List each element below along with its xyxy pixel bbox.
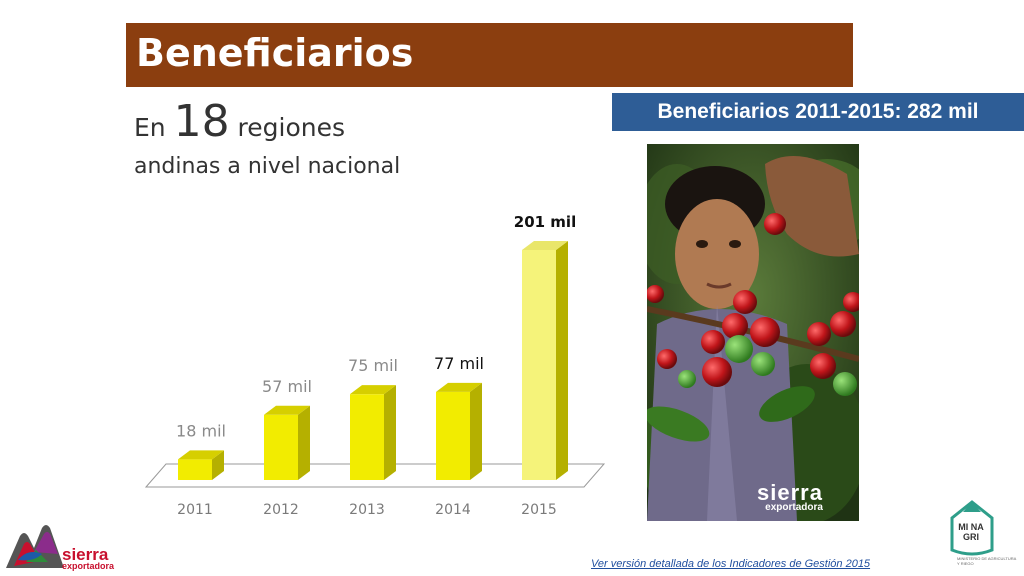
data-label-2014: 77 mil — [434, 354, 484, 373]
x-tick-2011: 2011 — [177, 502, 213, 518]
subtitle-line-2: andinas a nivel nacional — [134, 154, 401, 179]
photo-brand-line1: sierra — [757, 480, 823, 505]
photo-brand-mark: sierra exportadora — [757, 480, 823, 513]
minagri-mark: MI NA GRI — [958, 522, 984, 542]
data-label-2015: 201 mil — [514, 213, 576, 231]
beneficiaries-bar-chart: 18 mil 57 mil 75 mil 77 mil 201 mil 2011 2012… — [144, 213, 606, 518]
subtitle-line-1: En 18 regiones — [134, 96, 345, 147]
bar-2014 — [436, 382, 482, 480]
minagri-caption: MINISTERIO DE AGRICULTURA Y RIEGO — [957, 556, 1017, 566]
coffee-harvest-photo: sierra exportadora — [647, 144, 859, 521]
bar-2011 — [178, 450, 224, 480]
data-label-2012: 57 mil — [262, 377, 312, 396]
x-tick-2015: 2015 — [521, 502, 557, 518]
photo-illustration — [647, 144, 859, 521]
logo-left-line2: exportadora — [62, 561, 115, 571]
bar-2015 — [522, 241, 568, 480]
logo-left-line1: sierra — [62, 545, 109, 564]
photo-brand-line2: exportadora — [765, 502, 823, 513]
x-tick-2012: 2012 — [263, 502, 299, 518]
subtitle-prefix: En — [134, 113, 166, 142]
data-label-2013: 75 mil — [348, 356, 398, 375]
sierra-exportadora-logo-icon — [6, 525, 64, 568]
x-tick-2013: 2013 — [349, 502, 385, 518]
data-label-2011: 18 mil — [176, 421, 226, 440]
title-bar: Beneficiarios — [126, 23, 853, 87]
page-title: Beneficiarios — [136, 31, 414, 75]
total-beneficiaries-badge: Beneficiarios 2011-2015: 282 mil — [612, 93, 1024, 131]
detailed-indicators-link[interactable]: Ver versión detallada de los Indicadores… — [591, 558, 871, 570]
bar-2013 — [350, 385, 396, 480]
bar-2012 — [264, 405, 310, 480]
subtitle-suffix: regiones — [237, 113, 346, 142]
regions-count: 18 — [173, 96, 230, 147]
x-tick-2014: 2014 — [435, 502, 471, 518]
minagri-logo-icon — [950, 500, 994, 556]
